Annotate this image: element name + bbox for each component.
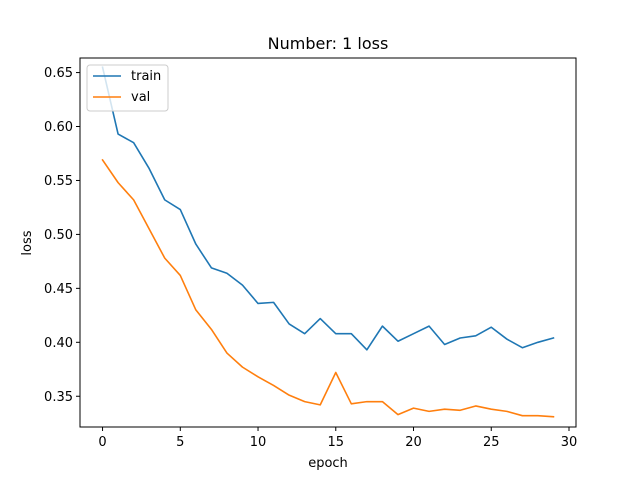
y-axis-title: loss: [20, 230, 35, 255]
y-tick-label: 0.45: [44, 282, 73, 297]
plot-frame: [79, 57, 577, 428]
x-tick-label: 10: [250, 435, 267, 450]
x-tick-label: 20: [405, 435, 422, 450]
legend: train val: [86, 64, 169, 112]
series-layer: [101, 66, 555, 418]
x-axis-title: epoch: [308, 456, 348, 471]
x-tick-label: 0: [98, 435, 106, 450]
x-tick-label: 15: [328, 435, 345, 450]
y-tick-label: 0.40: [44, 336, 73, 351]
x-tick-label: 25: [483, 435, 500, 450]
chart-title: Number: 1 loss: [268, 34, 389, 53]
series-line-val: [101, 158, 555, 418]
y-tick-label: 0.35: [44, 390, 73, 405]
y-tick-label: 0.55: [44, 174, 73, 189]
x-tick-label: 30: [561, 435, 578, 450]
y-tick-label: 0.60: [44, 120, 73, 135]
legend-label-train: train: [131, 69, 161, 84]
legend-label-val: val: [131, 90, 150, 105]
x-axis: 0 5 10 15 20 25 30: [98, 427, 577, 450]
x-tick-label: 5: [176, 435, 184, 450]
series-line-train: [101, 66, 555, 351]
y-tick-label: 0.65: [44, 66, 73, 81]
y-tick-label: 0.50: [44, 228, 73, 243]
y-axis: 0.35 0.40 0.45 0.50 0.55 0.60 0.65: [44, 66, 80, 405]
